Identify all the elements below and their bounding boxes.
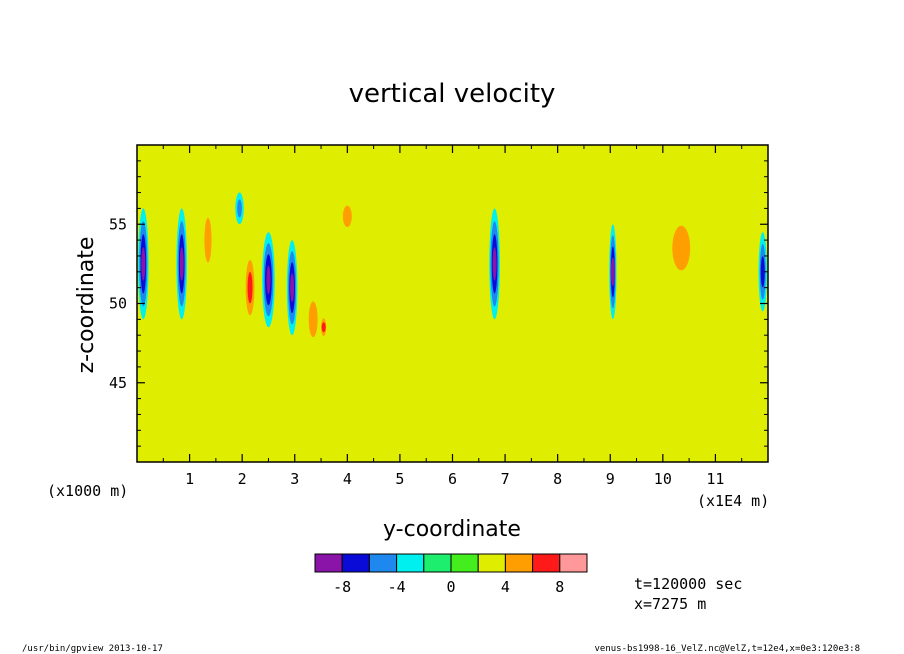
footer-right: venus-bs1998-16_VelZ.nc@VelZ,t=12e4,x=0e… — [594, 644, 860, 654]
x-tick-label: 10 — [654, 470, 672, 488]
contour-level — [397, 200, 424, 280]
contour-feature — [631, 224, 653, 288]
plot-background — [137, 145, 768, 462]
contour-level — [146, 327, 157, 359]
y-tick-label: 45 — [109, 374, 127, 392]
contour-level — [672, 225, 691, 271]
colorbar-tick-labels: -8 -4 0 4 8 — [333, 578, 564, 596]
y-axis-label: z-coordinate — [74, 237, 99, 374]
contour-level — [560, 224, 587, 304]
y-tick-label: 55 — [109, 215, 127, 233]
colorbar-segment — [504, 553, 534, 573]
footer-left: /usr/bin/gpview 2013-10-17 — [22, 644, 163, 654]
contour-level — [492, 247, 497, 281]
x-tick-label: 6 — [448, 470, 457, 488]
x-tick-label: 7 — [501, 470, 510, 488]
x-tick-label: 4 — [343, 470, 352, 488]
contour-feature — [319, 314, 328, 340]
contour-feature — [758, 232, 767, 312]
x-tick-label: 9 — [606, 470, 615, 488]
contour-level — [610, 257, 615, 287]
contour-level — [321, 322, 326, 333]
contour-feature — [262, 232, 275, 328]
contour-feature — [489, 208, 500, 320]
plot-area — [137, 145, 768, 462]
x-axis-ticks: 1 2 3 4 5 6 7 8 9 10 11 — [162, 145, 743, 488]
colorbar-segment — [450, 553, 479, 573]
x-tick-label: 1 — [185, 470, 194, 488]
colorbar-segment — [314, 553, 343, 573]
contour-level — [308, 301, 318, 338]
contour-level — [712, 240, 734, 304]
contour-feature — [339, 197, 356, 236]
colorbar-segment — [368, 553, 398, 573]
x-axis-label: y-coordinate — [383, 517, 521, 542]
contour-feature — [235, 192, 244, 225]
colorbar-segment — [559, 553, 588, 573]
colorbar-segment — [423, 553, 452, 573]
contour-level — [179, 247, 184, 281]
contour-level — [204, 217, 212, 263]
colorbar — [314, 553, 588, 573]
colorbar-tick-label: -8 — [333, 578, 351, 596]
contour-feature — [201, 200, 215, 280]
contour-feature — [609, 224, 617, 320]
x-tick-label: 2 — [238, 470, 247, 488]
time-annotation: t=120000 sec — [634, 575, 742, 593]
position-annotation: x=7275 m — [634, 595, 706, 613]
contour-level — [141, 247, 146, 281]
colorbar-tick-label: 8 — [555, 578, 564, 596]
contour-level — [342, 205, 352, 228]
contour-feature — [712, 240, 734, 304]
colorbar-segment — [396, 553, 425, 573]
contour-feature — [397, 200, 424, 280]
contour-feature — [243, 248, 257, 328]
colorbar-segment — [477, 553, 506, 573]
contour-feature — [560, 224, 587, 304]
contour-feature — [305, 287, 322, 352]
colorbar-tick-label: -4 — [388, 578, 406, 596]
contour-feature — [176, 208, 187, 320]
contour-features — [138, 192, 767, 359]
x-tick-label: 5 — [395, 470, 404, 488]
contour-level — [290, 273, 295, 303]
contour-level — [237, 199, 242, 218]
contour-level — [760, 256, 765, 288]
x-tick-label: 11 — [706, 470, 724, 488]
contour-feature — [138, 208, 149, 320]
x-tick-label: 8 — [553, 470, 562, 488]
contour-level — [247, 272, 253, 304]
y-unit-label: (x1000 m) — [47, 482, 128, 500]
colorbar-tick-label: 0 — [446, 578, 455, 596]
contour-level — [523, 200, 550, 296]
colorbar-tick-label: 4 — [501, 578, 510, 596]
colorbar-segment — [532, 553, 561, 573]
contour-feature — [665, 208, 698, 288]
contour-feature — [286, 240, 298, 336]
colorbar-segment — [341, 553, 370, 573]
y-tick-label: 50 — [109, 295, 127, 313]
contour-level — [266, 265, 271, 295]
contour-feature — [146, 327, 157, 359]
chart-title: vertical velocity — [349, 79, 556, 109]
y-axis-ticks: 45 50 55 — [109, 160, 768, 447]
x-tick-label: 3 — [290, 470, 299, 488]
x-unit-label: (x1E4 m) — [697, 492, 769, 510]
contour-feature — [523, 200, 550, 296]
contour-level — [631, 224, 653, 288]
